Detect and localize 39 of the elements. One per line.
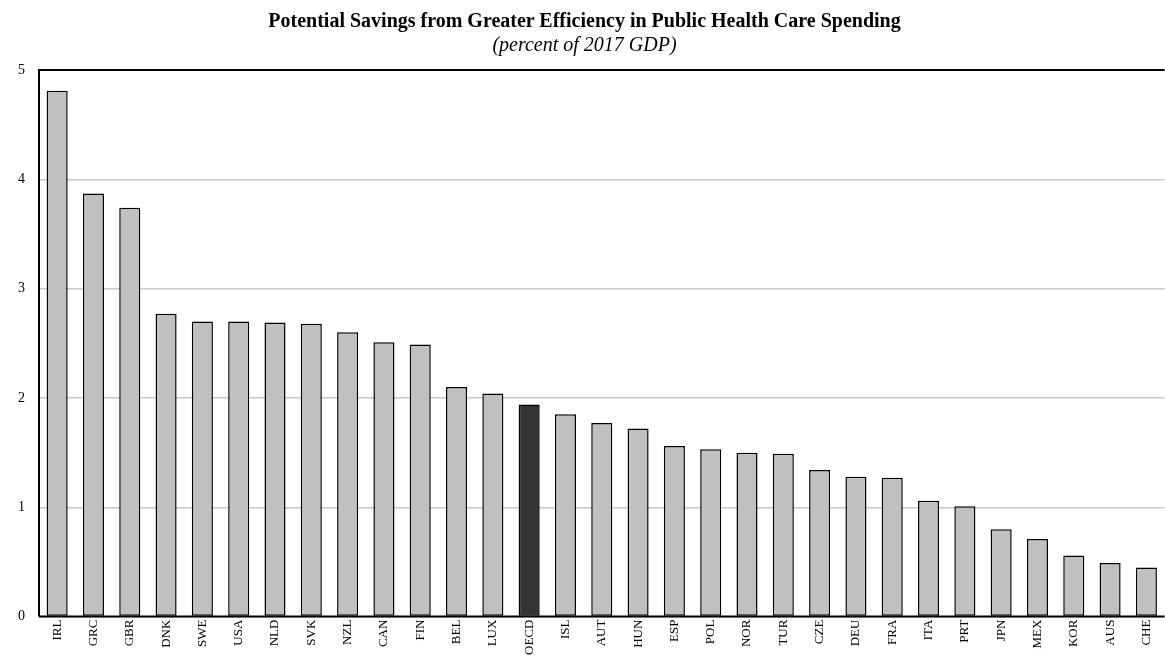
x-tick-label: TUR — [774, 619, 790, 646]
x-tick-label: ITA — [919, 619, 935, 641]
x-tick-label: NLD — [266, 619, 282, 647]
x-tick-label: DNK — [157, 619, 173, 648]
y-tick-label: 0 — [18, 608, 25, 624]
x-tick-label: BEL — [447, 619, 463, 645]
x-tick-label: FIN — [411, 619, 427, 641]
x-tick-label: CAN — [375, 619, 391, 648]
x-tick-label: ISL — [556, 619, 572, 640]
x-tick-label: DEU — [847, 619, 863, 647]
x-tick-label: OECD — [520, 619, 536, 655]
x-tick-label: KOR — [1065, 619, 1081, 648]
x-tick-label: SVK — [302, 619, 318, 646]
x-tick-label: FRA — [883, 619, 899, 645]
x-tick-label: USA — [230, 619, 246, 646]
y-tick-label: 3 — [18, 280, 25, 296]
chart-subtitle: (percent of 2017 GDP) — [492, 33, 677, 57]
x-tick-label: MEX — [1028, 619, 1044, 649]
x-tick-label: IRL — [48, 619, 64, 641]
x-tick-label: POL — [702, 619, 718, 645]
x-tick-label: GBR — [121, 619, 137, 647]
x-tick-label: AUS — [1101, 619, 1117, 646]
x-tick-label: HUN — [629, 619, 645, 648]
x-tick-label: LUX — [484, 619, 500, 647]
x-tick-label: AUT — [593, 619, 609, 647]
x-tick-label: CZE — [811, 619, 827, 645]
chart-title: Potential Savings from Greater Efficiency in Public Health Care Spending — [268, 9, 901, 33]
x-tick-label: GRC — [84, 619, 100, 647]
y-tick-label: 4 — [18, 170, 25, 186]
x-tick-label: JPN — [992, 619, 1008, 642]
x-tick-label: PRT — [956, 619, 972, 643]
x-tick-label: SWE — [193, 619, 209, 648]
x-tick-label: NOR — [738, 619, 754, 648]
y-tick-label: 1 — [18, 498, 25, 514]
x-tick-label: NZL — [339, 619, 355, 645]
x-tick-label: CHE — [1137, 619, 1153, 646]
y-tick-label: 5 — [18, 61, 25, 77]
x-tick-label: ESP — [665, 619, 681, 643]
y-tick-label: 2 — [18, 389, 25, 405]
